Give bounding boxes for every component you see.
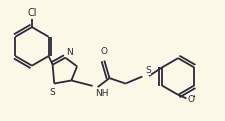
Text: NH: NH <box>95 89 108 98</box>
Text: O: O <box>186 95 193 104</box>
Text: Cl: Cl <box>27 8 36 18</box>
Text: S: S <box>49 88 55 97</box>
Text: O: O <box>100 47 107 56</box>
Text: N: N <box>66 48 73 57</box>
Text: S: S <box>144 66 150 75</box>
